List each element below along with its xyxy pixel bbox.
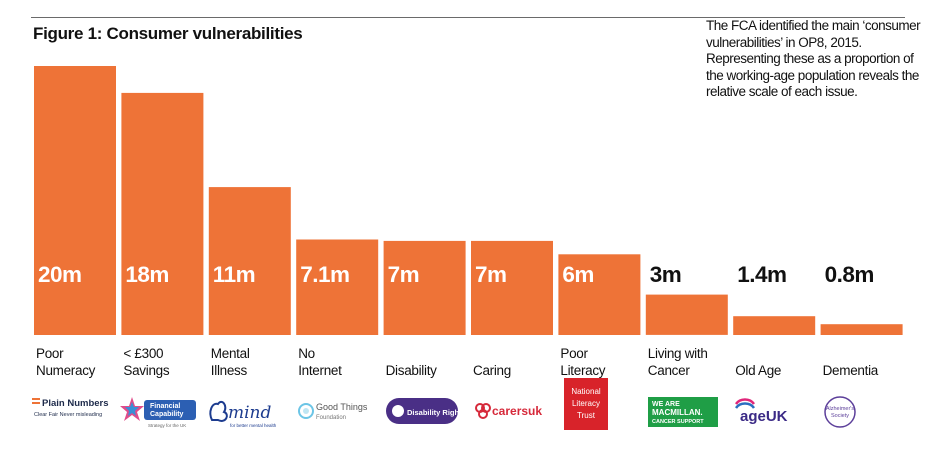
value-label-no-internet: 7.1m [300,262,349,287]
plain-numbers-logo-icon: Plain Numbers Clear Fair Never misleadin… [32,398,109,418]
good-things-foundation-logo: Good Things Foundation [296,394,376,430]
age-uk-name: ageUK [740,408,788,425]
category-label-poor-numeracy: Poor Numeracy [36,345,126,379]
category-label-line: Poor [36,346,64,361]
category-label-line: Numeracy [36,363,96,378]
macmillan-line3: CANCER SUPPORT [652,419,704,425]
bar-no-internet [296,239,379,335]
category-label-no-internet: No Internet [298,345,388,379]
category-label-300-savings: < £300 Savings [123,345,213,379]
category-label-line: < £300 [123,346,164,361]
financial-capability-tagline: Strategy for the UK [148,423,186,428]
category-label-line: Poor [560,346,588,361]
financial-capability-logo-icon: Financial Capability Strategy for the UK [120,397,196,428]
literacy-trust-line2: Literacy [572,399,600,408]
category-label-line: Internet [298,363,342,378]
bar-300-savings [121,92,204,336]
category-label-line: Literacy [560,363,606,378]
plain-numbers-name: Plain Numbers [42,398,109,409]
value-label-living-with-cancer: 3m [650,262,682,287]
category-label-dementia: Dementia [823,345,913,379]
alzheimers-logo-icon: Alzheimer's Society [824,396,856,428]
bar-disability [383,240,466,335]
macmillan-logo-icon: WE ARE MACMILLAN. CANCER SUPPORT [648,397,718,427]
age-uk-logo-icon: ageUK [734,398,788,425]
category-label-line: Mental [210,346,250,361]
macmillan-line1: WE ARE [652,401,680,408]
category-label-line: Caring [473,363,511,378]
disability-rights-uk-logo: Disability Rights UK [384,394,464,430]
category-label-line: Cancer [647,363,690,378]
category-label-caring: Caring [473,345,563,379]
category-label-old-age: Old Age [735,345,825,379]
carers-uk-logo: carersuk [472,394,552,430]
value-label-poor-numeracy: 20m [38,262,82,287]
category-label-line: No [298,346,315,361]
category-label-line: Living with [647,346,708,361]
age-uk-logo: ageUK [732,394,804,430]
value-label-disability: 7m [388,262,420,287]
mind-logo-icon: mind for better mental health [209,400,277,428]
top-rule [31,17,905,18]
alzheimers-society-logo: Alzheimer's Society [820,394,880,430]
chart-note: The FCA identified the main ‘consumer vu… [706,18,921,99]
chart-title: Figure 1: Consumer vulnerabilities [33,24,303,43]
category-label-living-with-cancer: Living with Cancer [648,345,738,379]
value-label-dementia: 0.8m [825,262,874,287]
macmillan-line2: MACMILLAN. [652,408,703,417]
financial-capability-line2: Capability [150,411,184,418]
macmillan-logo: WE ARE MACMILLAN. CANCER SUPPORT [646,394,720,430]
category-label-mental-illness: Mental Illness [211,345,301,379]
bar-living-with-cancer [645,294,728,335]
category-label-line: Disability [385,363,437,378]
category-label-line [473,345,563,362]
value-label-poor-literacy: 6m [562,262,594,287]
alzheimers-line1: Alzheimer's [826,406,855,412]
mind-name: mind [228,403,272,423]
category-label-line [735,345,825,362]
value-label-old-age: 1.4m [737,262,786,287]
good-things-line2: Foundation [316,415,346,421]
national-literacy-trust-logo: National Literacy Trust [562,376,612,432]
value-label-mental-illness: 11m [213,262,255,287]
value-label-300-savings: 18m [125,262,169,287]
bar-poor-literacy [558,254,641,335]
category-label-poor-literacy: Poor Literacy [560,345,650,379]
category-label-line: Old Age [735,363,782,378]
good-things-logo-icon: Good Things Foundation [298,402,368,421]
mind-logo: mind for better mental health [206,394,286,430]
bar-dementia [820,324,903,335]
carers-uk-logo-icon: carersuk [475,403,542,419]
alzheimers-line2: Society [831,413,849,419]
category-label-line [386,345,476,362]
value-label-caring: 7m [475,262,507,287]
disability-rights-name: Disability Rights UK [407,408,464,417]
category-label-disability: Disability [386,345,476,379]
bar-caring [471,240,553,335]
bar-poor-numeracy [34,66,116,335]
carers-uk-name: carersuk [492,404,542,418]
financial-capability-line1: Financial [150,403,180,410]
category-label-line: Savings [123,363,170,378]
mind-tagline: for better mental health [230,423,277,428]
bar-mental-illness [208,187,291,335]
literacy-trust-line1: National [571,387,601,396]
literacy-trust-line3: Trust [577,411,596,420]
plain-numbers-logo: Plain Numbers Clear Fair Never misleadin… [30,394,114,430]
bar-old-age [733,316,816,335]
literacy-trust-logo-icon: National Literacy Trust [564,378,608,430]
category-label-line: Dementia [822,363,879,378]
category-label-line [823,345,913,362]
good-things-line1: Good Things [316,402,368,412]
financial-capability-logo: Financial Capability Strategy for the UK [118,394,200,430]
plain-numbers-tagline: Clear Fair Never misleading [34,412,102,418]
category-label-line: Illness [210,363,247,378]
disability-rights-logo-icon: Disability Rights UK [386,398,464,424]
